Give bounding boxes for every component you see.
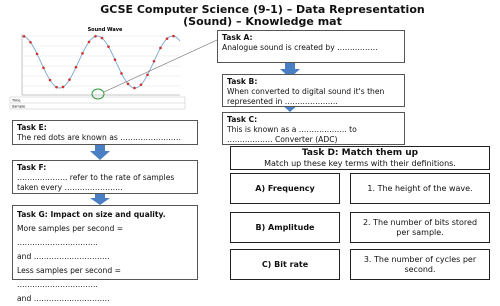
task-heading: Task A: [222,33,253,42]
match-term: B) Amplitude [230,212,340,243]
task-c: Task C: This is known as a ………………. to ……… [222,112,405,145]
task-heading: Task F: [17,163,47,172]
match-definition: 1. The height of the wave. [350,173,490,204]
sample-dots [22,34,175,90]
sample-dot [87,40,91,44]
task-e: Task E: The red dots are known as ………………… [12,120,198,145]
task-text: This is known as a ………………. to ……………… Con… [227,125,357,144]
task-heading: Task D: Match them up [301,148,419,158]
task-heading: Task C: [227,115,258,124]
highlight-circle [91,88,105,100]
sample-dot [48,78,52,82]
sample-dot [159,46,162,50]
sample-dot [139,83,143,86]
sample-dot [152,59,156,63]
match-term: A) Frequency [230,173,340,204]
sample-dot [22,35,26,38]
task-text: Analogue sound is created by ……………. [222,43,378,52]
sample-dot [120,72,123,75]
task-d: Task D: Match them up Match up these key… [230,146,490,170]
task-text: When converted to digital sound it's the… [227,87,385,106]
page: GCSE Computer Science (9-1) – Data Repre… [9,3,490,303]
sample-dot [107,45,110,48]
task-b: Task B: When converted to digital sound … [222,74,405,107]
sample-dot [94,34,97,38]
task-heading: Task E: [17,123,47,132]
task-line: and ………………………… [17,294,110,303]
sample-dot [35,52,39,56]
sample-dot [165,37,169,40]
task-g: Task G: Impact on size and quality. More… [12,205,198,303]
sample-dot [172,34,175,38]
match-definition: 2. The number of bits stored per sample. [350,212,490,243]
task-heading: Task B: [227,77,258,86]
match-definition: 3. The number of cycles per second. [350,249,490,280]
wave-grid [22,35,180,87]
sample-dot [74,65,78,69]
title: GCSE Computer Science (9-1) – Data Repre… [100,3,425,28]
task-line: Less samples per second = ………………………….. [17,266,121,289]
sample-dot [55,85,58,89]
task-a: Task A: Analogue sound is created by ………… [217,30,405,63]
pointer-line [103,39,218,93]
sample-table [9,96,186,110]
wave-title: Sound Wave [88,27,123,33]
sample-dot [100,36,104,40]
task-text: The red dots are known as …………………… [17,133,181,142]
table-row-label: Time [11,99,21,103]
task-f: Task F: ……………….. refer to the rate of sa… [12,160,198,194]
sample-dot [113,58,117,62]
task-line: and ………………………… [17,252,110,261]
table-row-label: Sample [12,105,25,109]
sample-dot [126,82,130,86]
task-heading: Task G: Impact on size and quality. [17,210,166,219]
match-term: C) Bit rate [230,249,340,280]
sample-dot [81,52,84,55]
task-text: Match up these key terms with their defi… [264,158,456,168]
task-text: ……………….. refer to the rate of samples ta… [17,173,175,192]
task-line: More samples per second = ………………………….. [17,224,124,247]
wave [21,35,181,89]
sample-dot [146,73,149,77]
sample-dot [133,86,136,90]
sample-dot [61,85,65,89]
sample-dot [29,40,32,44]
sample-dot [68,78,71,81]
sample-dot [42,66,45,70]
